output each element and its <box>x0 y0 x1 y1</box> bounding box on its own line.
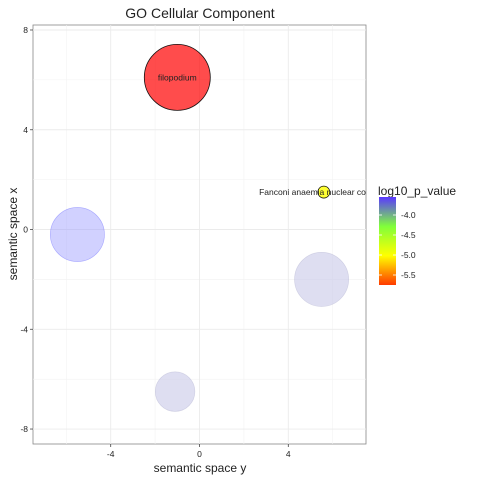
data-point <box>317 185 331 199</box>
data-label: filopodium <box>158 73 197 83</box>
legend-tick-label: -4.5 <box>401 230 416 240</box>
legend-tick-label: -5.5 <box>401 270 416 280</box>
x-tick-label: 4 <box>286 449 291 459</box>
data-labels: filopodium Fanconi anaemia nuclear comple… <box>158 73 389 198</box>
x-axis: -4 0 4 <box>107 444 291 459</box>
legend-colorbar <box>379 197 396 285</box>
x-tick-label: -4 <box>107 449 115 459</box>
plot-area: filopodium Fanconi anaemia nuclear comple… <box>32 24 389 445</box>
data-point <box>50 207 105 262</box>
data-point <box>143 43 211 111</box>
y-tick-label: 4 <box>23 125 28 135</box>
y-tick-label: -4 <box>20 324 28 334</box>
y-axis: 8 4 0 -4 -8 <box>20 25 33 434</box>
legend-tick-label: -5.0 <box>401 250 416 260</box>
data-label: Fanconi anaemia nuclear complex <box>259 187 389 197</box>
y-axis-title: semantic space x <box>6 188 20 281</box>
chart-title: GO Cellular Component <box>125 5 275 21</box>
legend: log10_p_value -4.0 -4.5 -5.0 -5.5 <box>378 184 456 285</box>
legend-ticks: -4.0 -4.5 -5.0 -5.5 <box>379 210 416 280</box>
x-axis-title: semantic space y <box>154 461 247 475</box>
y-tick-label: 8 <box>23 25 28 35</box>
data-points <box>50 43 349 412</box>
legend-title: log10_p_value <box>378 184 456 198</box>
y-tick-label: 0 <box>23 225 28 235</box>
data-point <box>154 371 196 412</box>
x-tick-label: 0 <box>197 449 202 459</box>
data-point <box>294 252 349 307</box>
y-tick-label: -8 <box>20 424 28 434</box>
legend-tick-label: -4.0 <box>401 210 416 220</box>
